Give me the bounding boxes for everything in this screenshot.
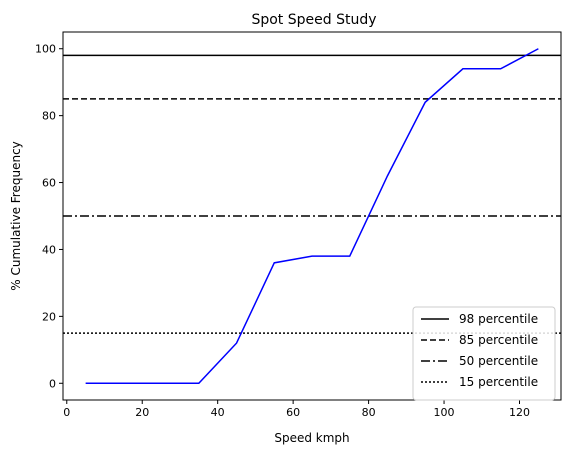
x-tick-label: 0 <box>63 406 70 419</box>
legend: 98 percentile 85 percentile 50 percentile 1… <box>413 307 555 400</box>
legend-label: 98 percentile <box>459 312 538 326</box>
y-tick-label: 60 <box>42 177 56 190</box>
y-axis: 0 20 40 60 80 100 <box>35 43 63 391</box>
x-tick-label: 20 <box>135 406 149 419</box>
x-tick-label: 120 <box>509 406 530 419</box>
legend-label: 85 percentile <box>459 333 538 347</box>
legend-label: 50 percentile <box>459 354 538 368</box>
x-tick-label: 60 <box>286 406 300 419</box>
chart-title: Spot Speed Study <box>251 12 376 28</box>
y-tick-label: 20 <box>42 310 56 323</box>
legend-label: 15 percentile <box>459 375 538 389</box>
x-tick-label: 40 <box>211 406 225 419</box>
x-axis: 0 20 40 60 80 100 120 <box>63 400 530 419</box>
y-tick-label: 100 <box>35 43 56 56</box>
y-axis-label: % Cumulative Frequency <box>9 141 23 291</box>
x-tick-label: 80 <box>362 406 376 419</box>
x-tick-label: 100 <box>434 406 455 419</box>
x-axis-label: Speed kmph <box>274 431 349 445</box>
y-tick-label: 0 <box>49 377 56 390</box>
y-tick-label: 40 <box>42 243 56 256</box>
y-tick-label: 80 <box>42 110 56 123</box>
